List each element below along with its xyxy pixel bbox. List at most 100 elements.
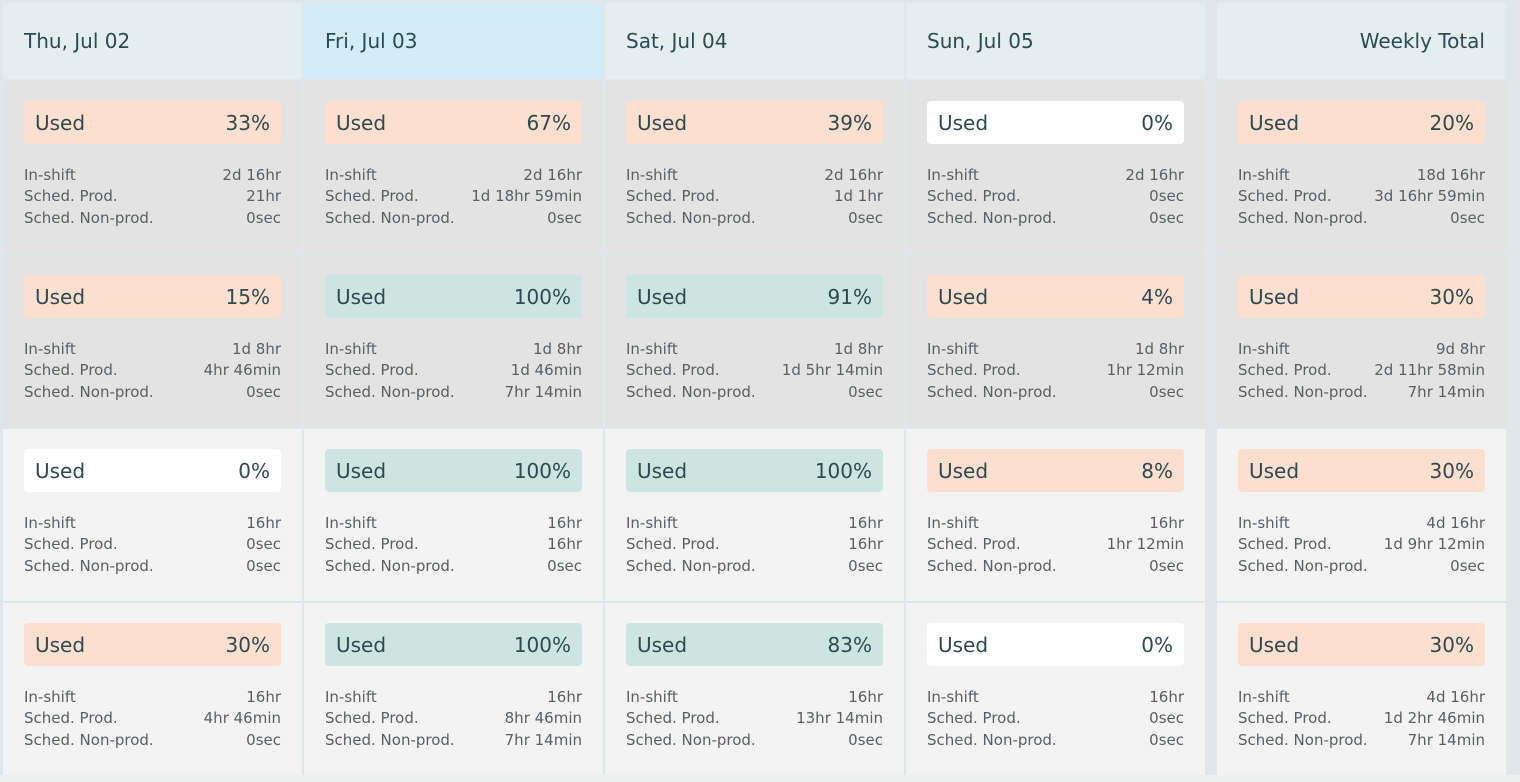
stat-label-sched-prod: Sched. Prod. <box>626 535 720 554</box>
stats-list: In-shift 4d 16hr Sched. Prod. 1d 9hr 12min S… <box>1238 513 1485 577</box>
day-cell[interactable]: Used 100% In-shift 16hr Sched. Prod. 16hr Sche… <box>304 429 603 601</box>
stat-label-sched-nonprod: Sched. Non-prod. <box>325 556 455 575</box>
used-label: Used <box>35 110 86 135</box>
stat-label-in-shift: In-shift <box>626 166 678 184</box>
stat-label-in-shift: In-shift <box>1238 514 1290 532</box>
day-cell[interactable]: Used 0% In-shift 16hr Sched. Prod. 0sec Sched.… <box>906 603 1205 775</box>
day-cell[interactable]: Used 4% In-shift 1d 8hr Sched. Prod. 1hr 12mi… <box>906 255 1205 427</box>
day-cell[interactable]: Used 0% In-shift 16hr Sched. Prod. 0sec Sched.… <box>3 429 302 601</box>
stats-list: In-shift 16hr Sched. Prod. 1hr 12min Sched. … <box>927 513 1184 577</box>
stat-row-sched-prod: Sched. Prod. 21hr <box>24 186 281 207</box>
column-header-sun[interactable]: Sun, Jul 05 <box>906 3 1205 79</box>
stat-value-sched-nonprod: 0sec <box>246 730 281 749</box>
used-label: Used <box>938 458 989 483</box>
stat-value-in-shift: 4d 16hr <box>1426 514 1485 532</box>
stat-row-in-shift: In-shift 2d 16hr <box>626 165 883 186</box>
day-cell[interactable]: Used 100% In-shift 1d 8hr Sched. Prod. 1d 46m… <box>304 255 603 427</box>
used-label: Used <box>35 458 86 483</box>
stat-value-in-shift: 16hr <box>1149 688 1184 706</box>
day-cell[interactable]: Used 100% In-shift 16hr Sched. Prod. 16hr Sche… <box>605 429 904 601</box>
column-header-label: Fri, Jul 03 <box>325 29 418 53</box>
used-badge: Used 100% <box>325 275 582 318</box>
stat-row-sched-nonprod: Sched. Non-prod. 0sec <box>626 382 883 403</box>
stat-label-in-shift: In-shift <box>325 514 377 532</box>
stat-value-sched-prod: 3d 16hr 59min <box>1374 187 1485 206</box>
day-cell[interactable]: Used 33% In-shift 2d 16hr Sched. Prod. 21hr Sc… <box>3 81 302 253</box>
stat-label-sched-prod: Sched. Prod. <box>626 709 720 728</box>
day-cell[interactable]: Used 83% In-shift 16hr Sched. Prod. 13hr 14mi… <box>605 603 904 775</box>
used-percent: 39% <box>827 110 872 135</box>
used-label: Used <box>637 458 688 483</box>
utilization-grid: Thu, Jul 02 Fri, Jul 03 Sat, Jul 04 Sun,… <box>3 3 1506 777</box>
stat-row-sched-nonprod: Sched. Non-prod. 0sec <box>927 382 1184 403</box>
column-header-fri[interactable]: Fri, Jul 03 <box>304 3 603 79</box>
stat-value-sched-prod: 2d 11hr 58min <box>1374 361 1485 380</box>
column-header-sat[interactable]: Sat, Jul 04 <box>605 3 904 79</box>
used-label: Used <box>35 632 86 657</box>
day-cell[interactable]: Used 0% In-shift 2d 16hr Sched. Prod. 0sec Sch… <box>906 81 1205 253</box>
stat-value-sched-nonprod: 0sec <box>848 382 883 401</box>
stat-label-sched-prod: Sched. Prod. <box>24 535 118 554</box>
used-badge: Used 30% <box>1238 275 1485 318</box>
used-label: Used <box>336 110 387 135</box>
used-badge: Used 91% <box>626 275 883 318</box>
stat-label-sched-prod: Sched. Prod. <box>927 535 1021 554</box>
stat-label-in-shift: In-shift <box>626 688 678 706</box>
stat-value-in-shift: 1d 8hr <box>833 340 883 358</box>
stat-row-sched-nonprod: Sched. Non-prod. 0sec <box>927 730 1184 751</box>
used-badge: Used 30% <box>1238 623 1485 666</box>
used-percent: 0% <box>238 458 270 483</box>
day-cell[interactable]: Used 91% In-shift 1d 8hr Sched. Prod. 1d 5hr … <box>605 255 904 427</box>
stat-row-sched-nonprod: Sched. Non-prod. 0sec <box>24 208 281 229</box>
column-header-thu[interactable]: Thu, Jul 02 <box>3 3 302 79</box>
stat-value-in-shift: 4d 16hr <box>1426 688 1485 706</box>
used-percent: 0% <box>1141 110 1173 135</box>
stat-value-sched-prod: 16hr <box>848 535 883 554</box>
stat-label-sched-nonprod: Sched. Non-prod. <box>24 730 154 749</box>
stat-value-in-shift: 16hr <box>848 514 883 532</box>
stats-list: In-shift 2d 16hr Sched. Prod. 21hr Sched. No… <box>24 165 281 229</box>
day-cell[interactable]: Used 100% In-shift 16hr Sched. Prod. 8hr 46mi… <box>304 603 603 775</box>
stat-label-sched-prod: Sched. Prod. <box>325 361 419 380</box>
day-cell[interactable]: Used 67% In-shift 2d 16hr Sched. Prod. 1d 18h… <box>304 81 603 253</box>
used-label: Used <box>336 458 387 483</box>
used-percent: 30% <box>1429 284 1474 309</box>
stat-label-sched-nonprod: Sched. Non-prod. <box>927 556 1057 575</box>
stat-row-sched-nonprod: Sched. Non-prod. 0sec <box>626 730 883 751</box>
day-cell[interactable]: Used 30% In-shift 16hr Sched. Prod. 4hr 46min… <box>3 603 302 775</box>
stat-row-in-shift: In-shift 2d 16hr <box>927 165 1184 186</box>
weekly-total-cell: Used 20% In-shift 18d 16hr Sched. Prod. 3d 16… <box>1217 81 1506 253</box>
stat-row-in-shift: In-shift 4d 16hr <box>1238 513 1485 534</box>
stat-value-sched-prod: 1d 18hr 59min <box>471 187 582 206</box>
used-label: Used <box>336 284 387 309</box>
stat-row-in-shift: In-shift 1d 8hr <box>626 339 883 360</box>
stat-value-in-shift: 16hr <box>848 688 883 706</box>
stat-value-sched-prod: 1d 5hr 14min <box>781 361 883 380</box>
stats-list: In-shift 2d 16hr Sched. Prod. 0sec Sched. No… <box>927 165 1184 229</box>
used-percent: 33% <box>225 110 270 135</box>
stat-row-in-shift: In-shift 16hr <box>626 513 883 534</box>
day-cell[interactable]: Used 15% In-shift 1d 8hr Sched. Prod. 4hr 46m… <box>3 255 302 427</box>
stat-value-sched-nonprod: 0sec <box>848 208 883 227</box>
day-cell[interactable]: Used 8% In-shift 16hr Sched. Prod. 1hr 12min S… <box>906 429 1205 601</box>
day-cell[interactable]: Used 39% In-shift 2d 16hr Sched. Prod. 1d 1hr… <box>605 81 904 253</box>
stat-label-sched-prod: Sched. Prod. <box>927 361 1021 380</box>
stat-value-sched-nonprod: 0sec <box>246 556 281 575</box>
stat-row-sched-nonprod: Sched. Non-prod. 0sec <box>1238 556 1485 577</box>
used-percent: 67% <box>526 110 571 135</box>
stats-list: In-shift 2d 16hr Sched. Prod. 1d 1hr Sched. … <box>626 165 883 229</box>
stat-row-sched-nonprod: Sched. Non-prod. 0sec <box>927 208 1184 229</box>
weekly-total-cell: Used 30% In-shift 4d 16hr Sched. Prod. 1d 9hr… <box>1217 429 1506 601</box>
stat-row-in-shift: In-shift 16hr <box>927 687 1184 708</box>
used-percent: 0% <box>1141 632 1173 657</box>
stat-row-sched-nonprod: Sched. Non-prod. 0sec <box>626 556 883 577</box>
stat-label-sched-prod: Sched. Prod. <box>24 361 118 380</box>
column-header-label: Thu, Jul 02 <box>24 29 131 53</box>
stat-value-sched-prod: 1hr 12min <box>1106 361 1184 380</box>
column-header-label: Weekly Total <box>1359 29 1485 53</box>
used-badge: Used 8% <box>927 449 1184 492</box>
stat-value-sched-nonprod: 0sec <box>1149 208 1184 227</box>
stats-list: In-shift 1d 8hr Sched. Prod. 4hr 46min Sched… <box>24 339 281 403</box>
used-label: Used <box>637 632 688 657</box>
stat-row-in-shift: In-shift 16hr <box>626 687 883 708</box>
